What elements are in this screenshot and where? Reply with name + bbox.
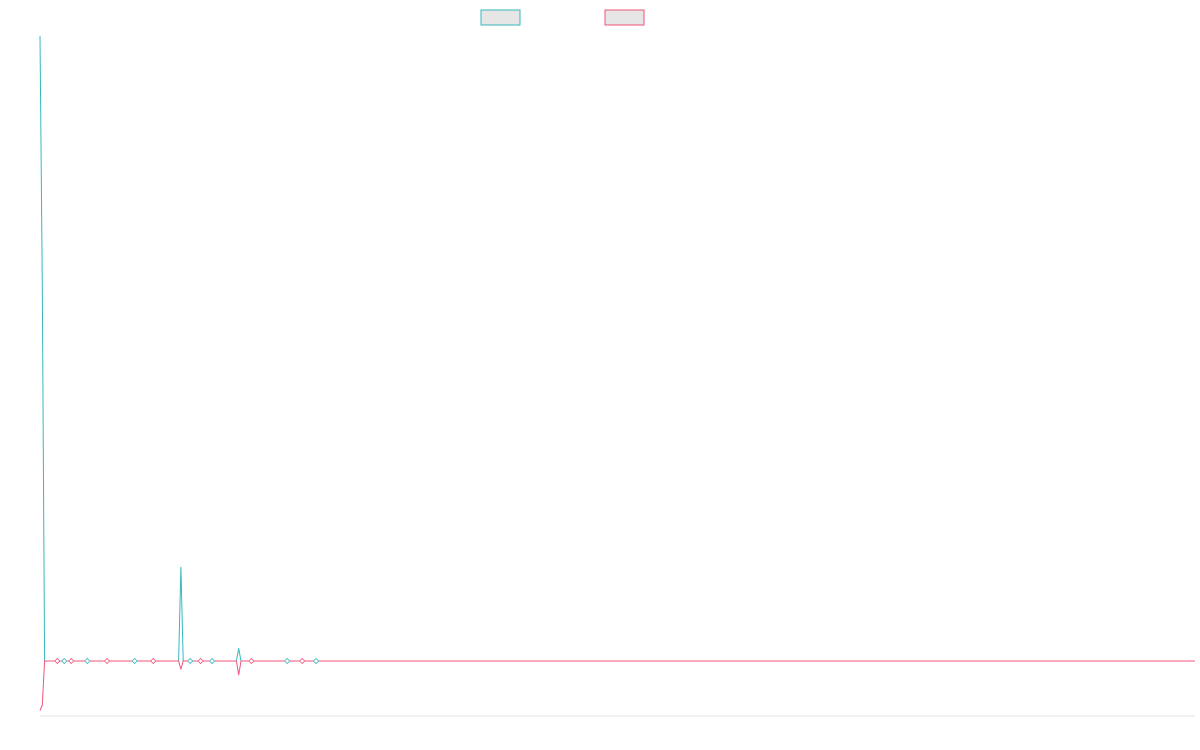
series-line-1 bbox=[39, 35, 1195, 662]
data-point-marker[interactable] bbox=[150, 657, 157, 665]
data-point-marker[interactable] bbox=[248, 657, 255, 665]
plot-area bbox=[39, 35, 1195, 717]
series-line-2 bbox=[39, 660, 1195, 711]
data-point-marker[interactable] bbox=[312, 657, 320, 665]
data-point-marker[interactable] bbox=[103, 657, 111, 665]
data-point-marker[interactable] bbox=[54, 657, 61, 665]
data-point-marker[interactable] bbox=[84, 657, 91, 665]
data-point-marker[interactable] bbox=[299, 657, 306, 665]
data-point-marker[interactable] bbox=[131, 657, 138, 665]
legend-swatch-2[interactable] bbox=[604, 9, 645, 26]
data-point-marker[interactable] bbox=[209, 657, 216, 665]
legend-swatch-1[interactable] bbox=[480, 9, 521, 26]
data-point-marker[interactable] bbox=[197, 657, 204, 665]
legend bbox=[480, 9, 645, 26]
data-point-marker[interactable] bbox=[68, 657, 75, 665]
data-point-marker[interactable] bbox=[187, 657, 194, 665]
data-point-marker[interactable] bbox=[284, 657, 291, 665]
data-point-marker[interactable] bbox=[61, 657, 68, 665]
